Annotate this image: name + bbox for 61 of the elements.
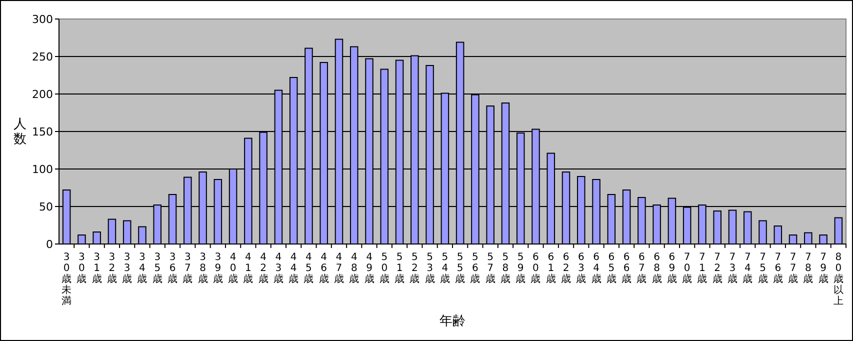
- x-tick-label: 44歳: [288, 252, 299, 285]
- x-tick-label: 80歳以上: [833, 252, 844, 307]
- x-tick-label: 77歳: [788, 252, 798, 285]
- x-tick-label: 55歳: [455, 252, 466, 285]
- x-tick-label: 61歳: [546, 252, 556, 285]
- x-tick-label: 79歳: [818, 252, 828, 285]
- x-tick-label: 37歳: [182, 252, 193, 285]
- x-tick-label: 60歳: [530, 252, 541, 285]
- x-tick-label: 62歳: [561, 252, 572, 285]
- x-tick-label: 66歳: [622, 252, 632, 285]
- x-tick-label: 36歳: [168, 252, 178, 285]
- y-tick-label: 0: [46, 238, 53, 251]
- x-tick-label: 54歳: [440, 252, 450, 285]
- x-tick-label: 69歳: [666, 252, 677, 285]
- x-tick-label: 39歳: [212, 252, 223, 285]
- x-tick-label: 67歳: [636, 252, 647, 285]
- x-tick-label: 34歳: [137, 252, 148, 285]
- x-tick-label: 72歳: [712, 252, 722, 285]
- x-tick-label: 35歳: [152, 252, 162, 285]
- x-tick-label: 57歳: [485, 252, 496, 285]
- x-tick-label: 64歳: [591, 252, 602, 285]
- x-tick-label: 30歳: [76, 252, 87, 285]
- x-tick-label: 33歳: [122, 252, 132, 285]
- y-tick-label: 300: [32, 13, 53, 26]
- x-tick-label: 49歳: [364, 252, 374, 285]
- x-tick-label: 48歳: [349, 252, 360, 285]
- x-tick-label: 32歳: [106, 252, 117, 285]
- x-axis-title: 年齢: [440, 314, 466, 329]
- y-tick-label: 250: [32, 50, 53, 64]
- x-tick-label: 47歳: [334, 252, 344, 285]
- x-tick-label: 45歳: [304, 252, 314, 285]
- x-tick-label: 43歳: [273, 252, 284, 285]
- x-tick-label: 59歳: [516, 252, 526, 285]
- x-tick-label: 38歳: [198, 252, 208, 285]
- x-tick-label: 73歳: [727, 252, 738, 285]
- x-tick-label: 51歳: [394, 252, 405, 285]
- y-tick-label: 150: [32, 126, 53, 138]
- x-tick-label: 75歳: [758, 252, 768, 285]
- x-tick-label: 65歳: [606, 252, 616, 285]
- x-tick-label: 78歳: [803, 252, 814, 285]
- y-tick-label: 100: [32, 163, 53, 176]
- x-tick-label: 31歳: [92, 252, 102, 285]
- x-tick-label: 71歳: [697, 252, 708, 285]
- y-tick-label: 50: [39, 200, 53, 214]
- x-tick-label: 68歳: [652, 252, 662, 285]
- x-tick-label: 70歳: [682, 252, 692, 285]
- y-tick-label: 200: [32, 88, 53, 101]
- x-tick-label: 58歳: [500, 252, 510, 285]
- x-tick-label: 46歳: [318, 252, 329, 285]
- x-tick-label: 56歳: [470, 252, 480, 285]
- x-tick-label: 53歳: [424, 252, 435, 285]
- x-tick-label: 74歳: [742, 252, 753, 285]
- x-tick-label: 76歳: [772, 252, 783, 285]
- x-tick-label: 50歳: [379, 252, 390, 285]
- x-tick-label: 40歳: [228, 252, 238, 285]
- x-tick-label: 30歳未満: [62, 252, 72, 307]
- x-tick-label: 42歳: [258, 252, 268, 285]
- x-tick-label: 41歳: [243, 252, 254, 285]
- y-axis-title: 人数: [14, 117, 26, 147]
- x-tick-label: 63歳: [576, 252, 586, 285]
- x-tick-label: 52歳: [410, 252, 420, 285]
